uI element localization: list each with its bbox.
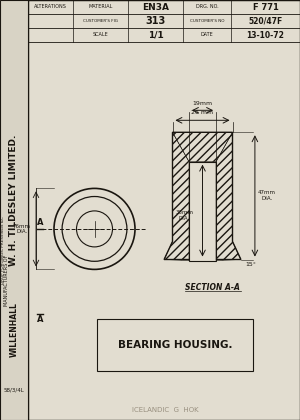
Text: 47mm
DIA.: 47mm DIA. (258, 191, 276, 201)
Text: 15°: 15° (245, 262, 256, 267)
Text: DROP FORGINGS, PRESSINGS &C: DROP FORGINGS, PRESSINGS &C (1, 216, 5, 284)
Text: F 771: F 771 (253, 3, 278, 11)
Text: 26 mm: 26 mm (191, 110, 214, 115)
Text: EN3A: EN3A (142, 3, 169, 11)
Text: 76mm
DIA.: 76mm DIA. (13, 223, 31, 234)
Text: CUSTOMER'S NO: CUSTOMER'S NO (190, 19, 224, 23)
Bar (0, 0, 28, 420)
Text: ICELANDIC  G  HOK: ICELANDIC G HOK (132, 407, 198, 413)
Text: BEARING HOUSING.: BEARING HOUSING. (118, 340, 232, 350)
Text: W. H. TILDESLEY LIMITED.: W. H. TILDESLEY LIMITED. (10, 134, 19, 266)
Text: 520/47F: 520/47F (248, 16, 283, 26)
Text: 19mm: 19mm (192, 101, 213, 106)
Text: 313: 313 (146, 16, 166, 26)
Text: A: A (37, 315, 43, 324)
Text: 1/1: 1/1 (148, 31, 164, 39)
Text: 33mm
DIA.: 33mm DIA. (176, 210, 194, 221)
Text: W: W (42, 97, 300, 339)
Text: ALTERATIONS: ALTERATIONS (34, 5, 67, 10)
Text: 13-10-72: 13-10-72 (247, 31, 284, 39)
Polygon shape (189, 162, 216, 260)
Polygon shape (164, 132, 241, 260)
Text: MANUFACTURERS OF: MANUFACTURERS OF (4, 255, 10, 306)
Text: WILLENHALL: WILLENHALL (10, 302, 19, 357)
Text: SECTION A-A: SECTION A-A (185, 283, 240, 292)
Text: 58/3/4L: 58/3/4L (4, 388, 24, 393)
Text: A: A (37, 218, 43, 227)
Text: CUSTOMER'S FIG: CUSTOMER'S FIG (83, 19, 118, 23)
Text: SCALE: SCALE (93, 32, 108, 37)
Text: MATERIAL: MATERIAL (88, 5, 113, 10)
Text: DRG. NO.: DRG. NO. (196, 5, 218, 10)
Text: DATE: DATE (201, 32, 213, 37)
